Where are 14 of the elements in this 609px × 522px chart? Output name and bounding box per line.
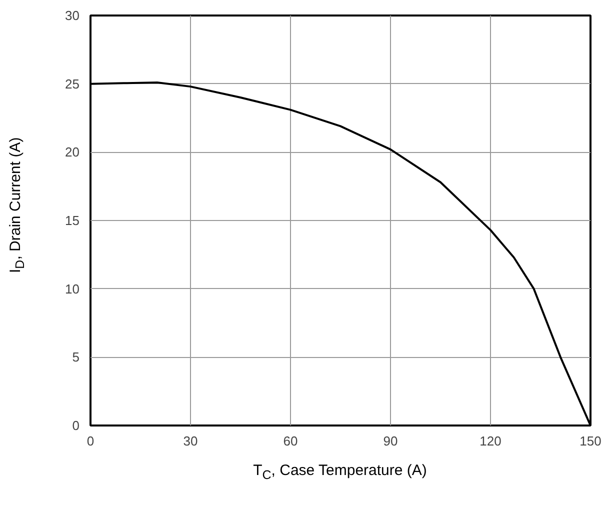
y-tick-label: 25 (65, 76, 80, 92)
y-tick-label: 10 (65, 281, 80, 296)
x-tick-label: 60 (283, 434, 298, 448)
x-tick-label: 0 (86, 434, 94, 448)
x-tick-label: 120 (480, 434, 502, 448)
y-tick-label: 20 (65, 144, 80, 160)
x-tick-label: 150 (580, 434, 602, 448)
x-tick-label: 30 (183, 434, 198, 448)
y-tick-label: 5 (72, 350, 80, 365)
x-tick-label: 90 (383, 434, 398, 448)
y-tick-label: 0 (72, 418, 80, 433)
y-tick-label: 30 (65, 8, 80, 23)
x-axis-title: T$_{C}$, Case Temperature (A) (253, 461, 427, 484)
y-tick-label: 15 (65, 213, 80, 228)
